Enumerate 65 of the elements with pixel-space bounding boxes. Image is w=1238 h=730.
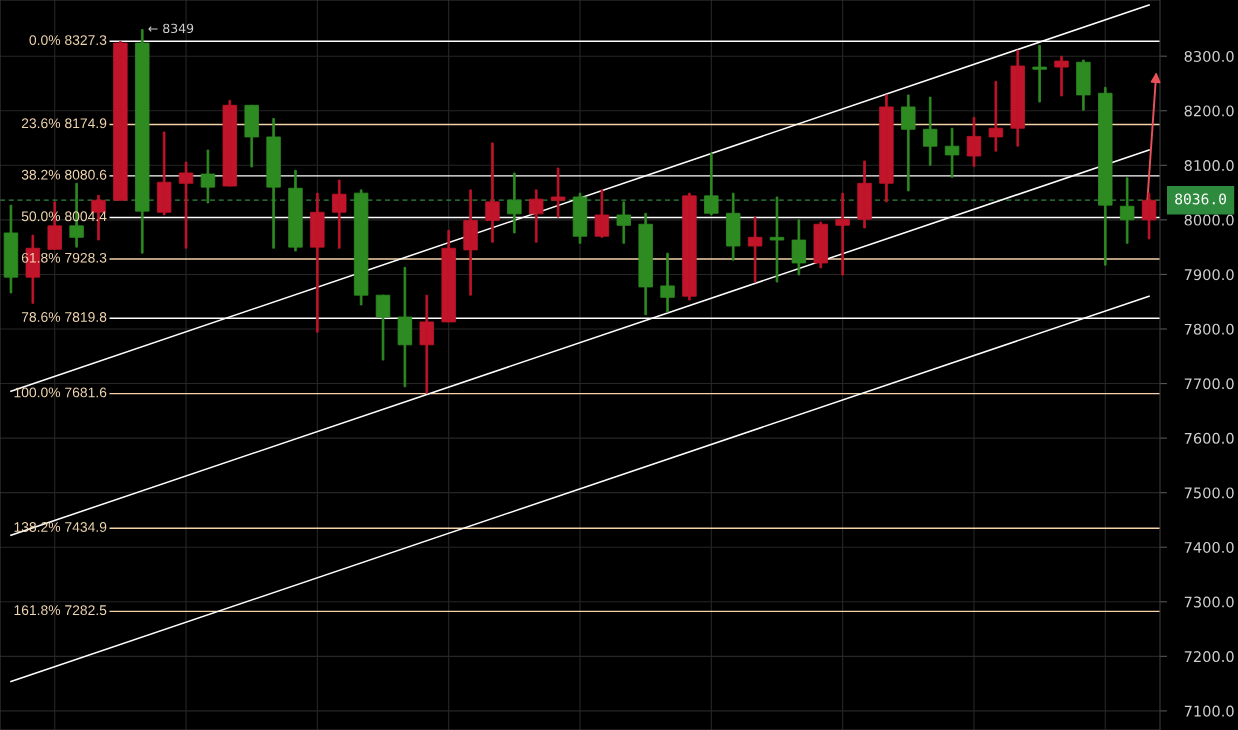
ref-line-label: 8036.0: [1175, 193, 1226, 205]
candlestick: [244, 104, 259, 168]
candlestick: [1119, 177, 1135, 244]
y-tick-label: 7600.0: [1184, 432, 1234, 444]
candlestick: [791, 219, 807, 276]
candlestick: [178, 161, 194, 249]
candlestick: [769, 196, 785, 283]
candlestick: [638, 212, 653, 316]
candlestick: [1141, 192, 1157, 240]
ref-line-label: 23.6% 8174.9: [21, 118, 107, 129]
ref-line-label: 38.2% 8080.6: [21, 169, 107, 180]
candlestick: [1054, 55, 1069, 97]
y-tick-label: 7100.0: [1184, 705, 1234, 717]
ref-line-label: 0.0% 8327.3: [29, 35, 107, 46]
candlestick: [550, 167, 566, 218]
candlestick: [135, 29, 150, 254]
candlestick: [966, 116, 982, 167]
candlestick: [375, 294, 391, 361]
candlestick: [660, 252, 675, 313]
candlestick: [1076, 59, 1091, 111]
candlestick: [1032, 44, 1047, 103]
candlestick: [288, 169, 303, 252]
y-tick-label: 7400.0: [1184, 541, 1234, 553]
candlestick: [901, 94, 916, 192]
y-tick-label: 7300.0: [1184, 596, 1234, 608]
candlestick: [747, 216, 763, 283]
candlestick: [616, 201, 631, 244]
candlestick: [441, 229, 456, 323]
candlestick: [419, 294, 434, 394]
candlestick: [857, 160, 872, 229]
candlestick: [879, 94, 894, 203]
candlestick: [507, 172, 522, 234]
candlestick: [266, 117, 281, 249]
candlestick: [1098, 86, 1113, 266]
annotation: ← 8349: [148, 23, 194, 34]
y-tick-label: 7800.0: [1184, 323, 1234, 335]
candlestick: [156, 131, 172, 216]
candlestick: [332, 179, 347, 249]
candlestick: [463, 189, 478, 296]
ref-line-label: 161.8% 7282.5: [14, 605, 107, 616]
candlestick: [594, 189, 610, 238]
candlestick: [704, 152, 719, 216]
candlestick: [353, 189, 369, 306]
candlestick: [988, 80, 1004, 152]
y-tick-label: 8300.0: [1184, 50, 1234, 62]
candlestick: [813, 221, 828, 269]
candlestick: [1010, 49, 1025, 147]
ref-line-label: 100.0% 7681.6: [14, 387, 107, 398]
y-tick-label: 8000.0: [1184, 214, 1234, 226]
candlestick: [922, 96, 938, 166]
candlestick: [944, 127, 960, 178]
y-tick-label: 8100.0: [1184, 160, 1234, 172]
candlestick: [835, 192, 850, 276]
candlestick: [529, 189, 544, 243]
ref-line-label: 78.6% 7819.8: [21, 312, 107, 322]
y-tick-label: 7700.0: [1184, 378, 1234, 390]
y-tick-label: 8200.0: [1184, 105, 1234, 117]
y-tick-label: 7200.0: [1184, 651, 1234, 663]
candlestick: [397, 266, 413, 388]
candlestick: [310, 192, 325, 333]
y-tick-label: 7900.0: [1184, 269, 1234, 281]
candlestick: [726, 192, 741, 261]
candlestick: [485, 142, 500, 243]
y-tick-label: 7500.0: [1184, 487, 1234, 499]
candlestick: [200, 149, 216, 204]
